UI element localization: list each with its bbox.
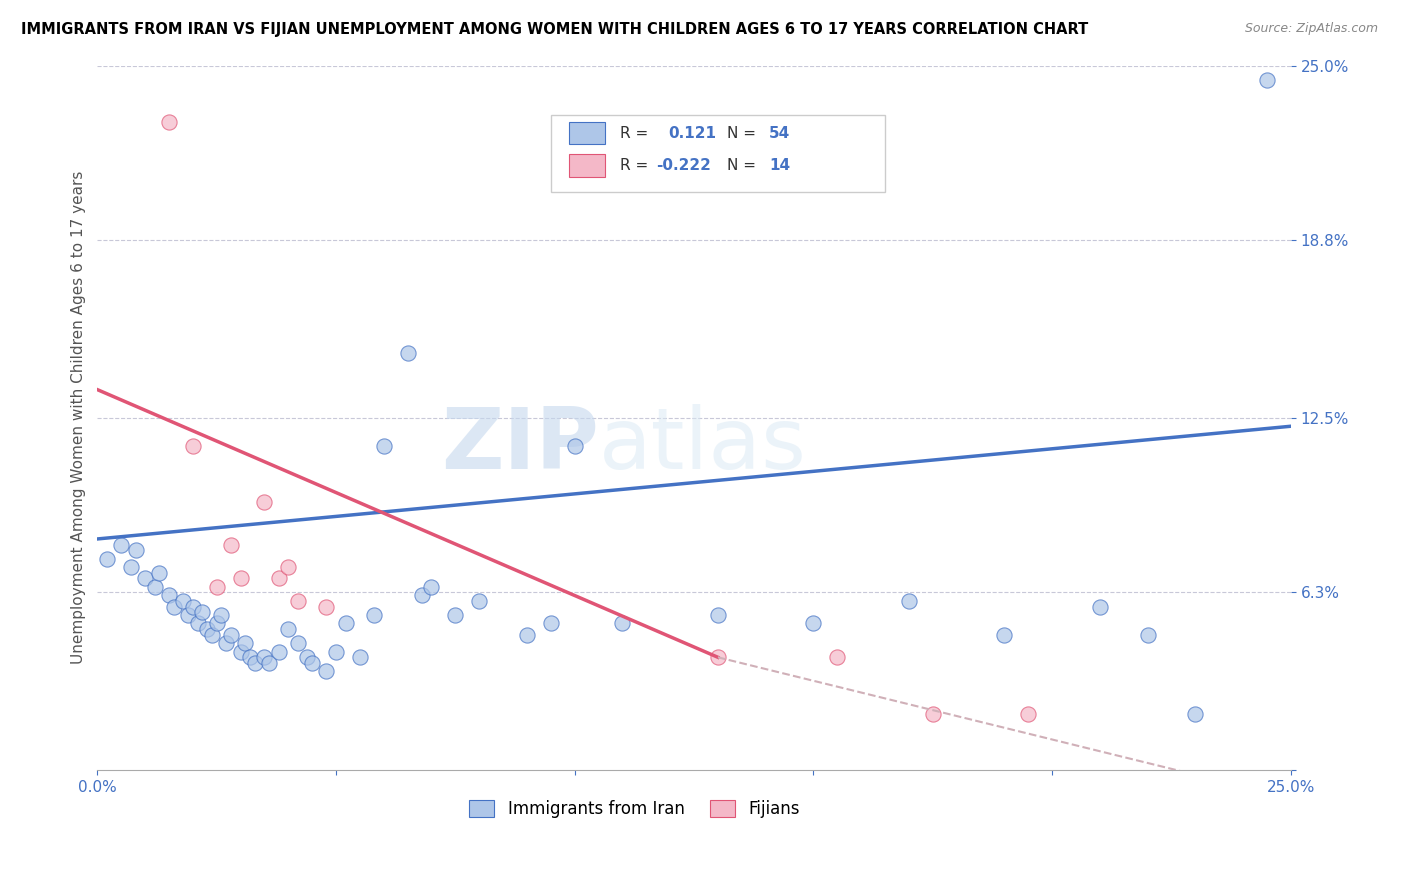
Point	[444, 607, 467, 622]
Point	[219, 538, 242, 552]
Point	[172, 594, 194, 608]
Text: N =: N =	[727, 158, 761, 173]
Point	[373, 439, 395, 453]
Point	[803, 616, 825, 631]
Point	[177, 607, 200, 622]
Point	[110, 538, 132, 552]
Point	[195, 622, 218, 636]
Point	[921, 706, 943, 721]
Point	[277, 560, 299, 574]
Text: 14: 14	[769, 158, 790, 173]
Point	[297, 650, 319, 665]
Point	[612, 616, 634, 631]
Point	[287, 636, 309, 650]
Point	[301, 656, 323, 670]
Point	[349, 650, 371, 665]
Point	[148, 566, 170, 580]
Point	[325, 645, 347, 659]
Point	[993, 628, 1015, 642]
Point	[707, 607, 730, 622]
Point	[201, 628, 224, 642]
Point	[157, 588, 180, 602]
Point	[134, 571, 156, 585]
Point	[707, 650, 730, 665]
Point	[205, 580, 228, 594]
Point	[335, 616, 357, 631]
Point	[1184, 706, 1206, 721]
Text: 54: 54	[769, 126, 790, 141]
Bar	[569, 122, 605, 145]
Point	[267, 571, 290, 585]
Point	[191, 605, 214, 619]
Point	[181, 439, 204, 453]
Point	[205, 616, 228, 631]
Point	[229, 645, 252, 659]
Point	[540, 616, 562, 631]
Point	[825, 650, 848, 665]
Point	[163, 599, 186, 614]
Point	[253, 650, 276, 665]
Y-axis label: Unemployment Among Women with Children Ages 6 to 17 years: Unemployment Among Women with Children A…	[72, 171, 86, 665]
Text: IMMIGRANTS FROM IRAN VS FIJIAN UNEMPLOYMENT AMONG WOMEN WITH CHILDREN AGES 6 TO : IMMIGRANTS FROM IRAN VS FIJIAN UNEMPLOYM…	[21, 22, 1088, 37]
Point	[1136, 628, 1159, 642]
Point	[267, 645, 290, 659]
Point	[468, 594, 491, 608]
Text: ZIP: ZIP	[441, 404, 599, 487]
Legend: Immigrants from Iran, Fijians: Immigrants from Iran, Fijians	[463, 794, 806, 825]
Point	[120, 560, 142, 574]
Point	[211, 607, 233, 622]
Text: 0.121: 0.121	[668, 126, 716, 141]
Point	[243, 656, 266, 670]
Point	[143, 580, 166, 594]
Point	[516, 628, 538, 642]
Text: R =: R =	[620, 158, 654, 173]
Point	[315, 665, 337, 679]
Point	[411, 588, 433, 602]
Point	[420, 580, 443, 594]
Text: atlas: atlas	[599, 404, 807, 487]
Point	[181, 599, 204, 614]
Point	[239, 650, 262, 665]
Text: R =: R =	[620, 126, 658, 141]
Point	[215, 636, 238, 650]
Point	[187, 616, 209, 631]
Text: Source: ZipAtlas.com: Source: ZipAtlas.com	[1244, 22, 1378, 36]
Point	[1256, 72, 1278, 87]
Point	[287, 594, 309, 608]
Point	[233, 636, 256, 650]
Point	[124, 543, 146, 558]
Bar	[569, 154, 605, 177]
Point	[1017, 706, 1039, 721]
Point	[229, 571, 252, 585]
Point	[1088, 599, 1111, 614]
Point	[96, 551, 118, 566]
Point	[396, 346, 419, 360]
Point	[253, 495, 276, 509]
Text: -0.222: -0.222	[655, 158, 710, 173]
Point	[897, 594, 920, 608]
Bar	[551, 115, 884, 193]
Point	[219, 628, 242, 642]
Point	[363, 607, 385, 622]
Point	[277, 622, 299, 636]
Point	[257, 656, 280, 670]
Point	[157, 115, 180, 129]
Point	[564, 439, 586, 453]
Point	[315, 599, 337, 614]
Text: N =: N =	[727, 126, 761, 141]
